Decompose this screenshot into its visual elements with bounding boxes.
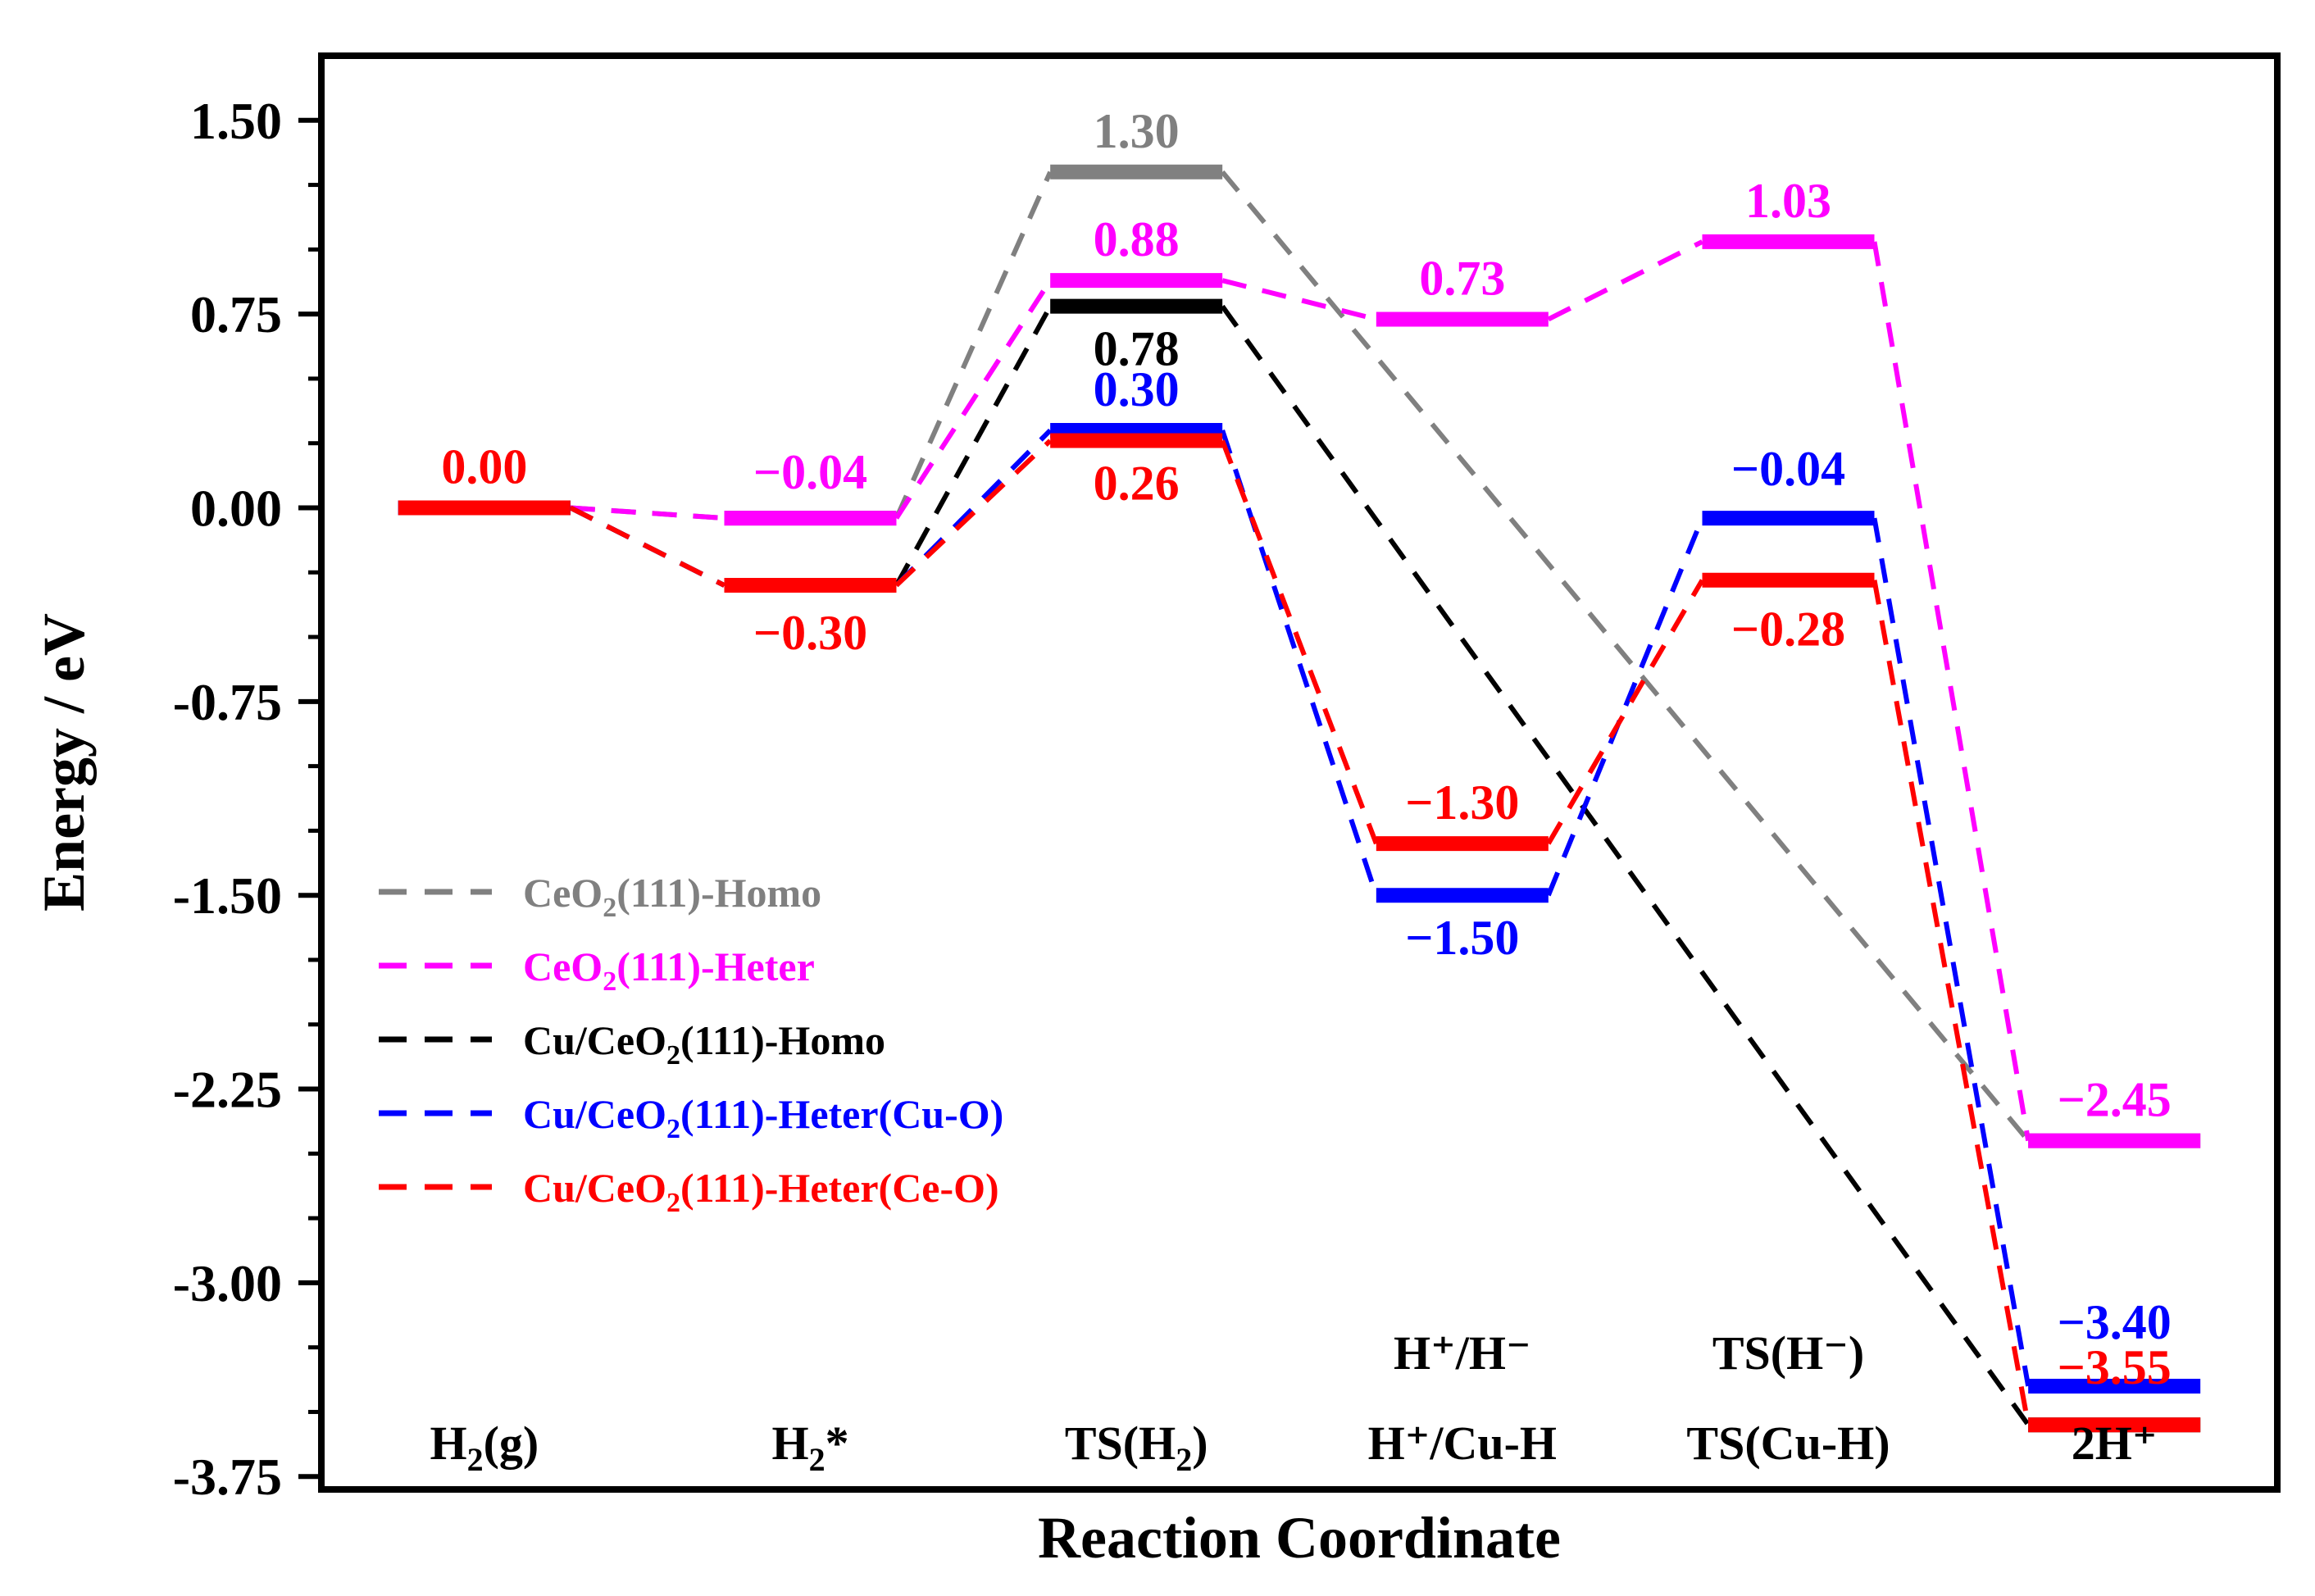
- value-label-ceo2-111-heter-2: 0.88: [1094, 212, 1180, 266]
- x-axis-title: Reaction Coordinate: [1038, 1505, 1561, 1571]
- x-category-label-4: TS(Cu-H): [1686, 1416, 1890, 1470]
- y-axis-title: Energy / eV: [31, 613, 97, 912]
- value-label-ceo2-111-heter-5: −2.45: [2058, 1073, 2172, 1127]
- value-label-cu-ceo2-111-heter-cu-o-4: −0.04: [1731, 442, 1845, 496]
- connector-ceo2-111-heter-3-4: [1547, 239, 1703, 322]
- value-label-ceo2-111-homo-2: 1.30: [1094, 104, 1180, 158]
- connector-ceo2-111-homo-1-2: [894, 171, 1053, 520]
- plot-frame: [318, 52, 2281, 1493]
- value-label-cu-ceo2-111-heter-cu-o-5: −3.40: [2058, 1295, 2172, 1349]
- connector-cu-ceo2-111-homo-2-5: [1220, 304, 2031, 1426]
- y-tick-label-5: -2.25: [173, 1061, 282, 1119]
- value-labels-layer: 1.30 −0.04 0.88 0.73 1.03 −2.45 0.780.30 −1.50 −…: [441, 104, 2171, 1394]
- value-label-cu-ceo2-111-heter-cu-o-3: −1.50: [1405, 911, 1519, 965]
- connector-ceo2-111-heter-1-2: [894, 279, 1053, 520]
- value-label-cu-ceo2-111-heter-ce-o-1: −0.30: [753, 606, 867, 660]
- value-label-cu-ceo2-111-heter-ce-o-0: 0.00: [441, 439, 527, 493]
- connector-cu-ceo2-111-heter-ce-o-3-4: [1546, 579, 1705, 845]
- connector-cu-ceo2-111-heter-ce-o-1-2: [894, 439, 1053, 588]
- x-category-label-5: 2H⁺: [2072, 1416, 2158, 1470]
- y-tick-label-4: -1.50: [173, 866, 282, 925]
- legend-label-cu-ceo2-111-heter-cu-o: Cu/CeO2(111)-Heter(Cu-O): [523, 1091, 1003, 1144]
- y-tick-label-2: 0.00: [190, 479, 282, 537]
- value-label-ceo2-111-heter-4: 1.03: [1745, 174, 1831, 228]
- x-category-labels: H2(g) H2* TS(H2) H⁺/H⁻ H⁺/Cu-H TS(H⁻) TS(Cu-H)…: [430, 1326, 2157, 1478]
- legend-label-ceo2-111-homo: CeO2(111)-Homo: [523, 870, 821, 923]
- value-label-cu-ceo2-111-homo-2: 0.78: [1094, 322, 1180, 376]
- connector-ceo2-111-heter-0-1: [570, 505, 725, 521]
- x-category-top-label-4: TS(H⁻): [1712, 1326, 1864, 1380]
- y-tick-label-3: -0.75: [173, 673, 282, 731]
- legend: CeO2(111)-Homo CeO2(111)-Heter Cu/CeO2(111…: [379, 870, 1003, 1218]
- y-tick-label-7: -3.75: [173, 1448, 282, 1506]
- connector-cu-ceo2-111-heter-ce-o-2-3: [1220, 439, 1379, 845]
- x-category-label-3: H⁺/Cu-H: [1368, 1416, 1557, 1470]
- connector-cu-ceo2-111-homo-1-2: [894, 305, 1053, 587]
- connector-cu-ceo2-111-heter-cu-o-1-2: [894, 428, 1053, 588]
- y-axis: 1.50 0.75 0.00 -0.75 -1.50 -2.25 -3.00 -3.75: [173, 92, 321, 1506]
- connector-cu-ceo2-111-heter-ce-o-0-1: [569, 505, 725, 588]
- legend-label-cu-ceo2-111-homo: Cu/CeO2(111)-Homo: [523, 1017, 885, 1071]
- value-label-cu-ceo2-111-heter-ce-o-3: −1.30: [1405, 775, 1519, 830]
- y-tick-label-1: 0.75: [190, 285, 282, 343]
- x-category-top-label-3: H⁺/H⁻: [1394, 1326, 1531, 1380]
- value-label-ceo2-111-heter-1: −0.04: [753, 445, 867, 499]
- connector-cu-ceo2-111-heter-ce-o-4-5: [1872, 580, 2031, 1425]
- series-layer: [569, 170, 2031, 1426]
- x-category-label-0: H2(g): [430, 1416, 539, 1478]
- connector-cu-ceo2-111-heter-cu-o-3-4: [1546, 516, 1705, 897]
- legend-label-ceo2-111-heter: CeO2(111)-Heter: [523, 944, 815, 997]
- y-tick-label-0: 1.50: [190, 92, 282, 150]
- connector-ceo2-111-heter-4-5: [1872, 241, 2031, 1142]
- legend-label-cu-ceo2-111-heter-ce-o: Cu/CeO2(111)-Heter(Ce-O): [523, 1165, 999, 1218]
- x-category-label-2: TS(H2): [1065, 1416, 1208, 1478]
- connector-ceo2-111-homo-2-5: [1220, 170, 2031, 1143]
- plot-frame-layer: [318, 52, 2281, 1493]
- value-label-cu-ceo2-111-heter-cu-o-2: 0.30: [1094, 362, 1180, 416]
- value-label-cu-ceo2-111-heter-ce-o-2: 0.26: [1094, 457, 1180, 511]
- y-tick-label-6: -3.00: [173, 1254, 282, 1312]
- connector-ceo2-111-heter-2-3: [1221, 278, 1377, 322]
- value-label-cu-ceo2-111-heter-ce-o-4: −0.28: [1731, 602, 1845, 657]
- energy-levels-layer: [398, 164, 2201, 1433]
- value-label-ceo2-111-heter-3: 0.73: [1419, 251, 1505, 305]
- x-category-label-1: H2*: [771, 1416, 848, 1478]
- value-label-cu-ceo2-111-heter-ce-o-5: −3.55: [2058, 1340, 2172, 1394]
- connector-cu-ceo2-111-heter-cu-o-4-5: [1872, 517, 2031, 1387]
